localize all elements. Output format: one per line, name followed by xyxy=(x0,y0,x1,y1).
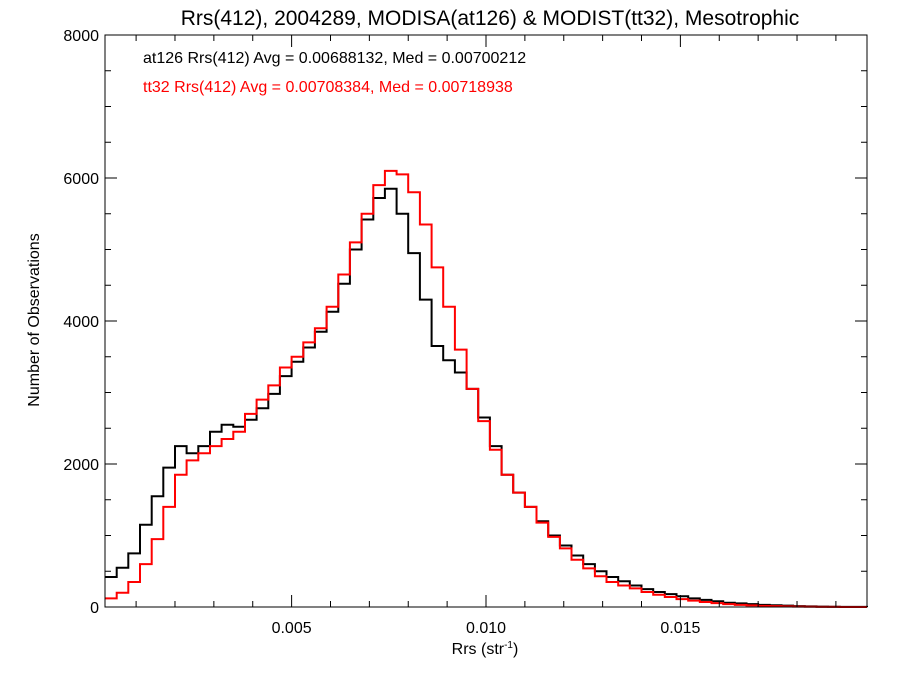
y-tick-label: 8000 xyxy=(63,28,99,45)
y-axis-label: Number of Observations xyxy=(26,233,43,406)
x-axis-label-close: ) xyxy=(513,641,518,658)
x-tick-label: 0.015 xyxy=(660,620,700,637)
y-tick-label: 2000 xyxy=(63,457,99,474)
y-tick-label: 0 xyxy=(90,600,99,617)
annotation-at126: at126 Rrs(412) Avg = 0.00688132, Med = 0… xyxy=(143,50,526,67)
x-axis-label-superscript: -1 xyxy=(504,640,513,651)
x-tick-label: 0.010 xyxy=(466,620,506,637)
series-line-at126 xyxy=(105,187,868,608)
x-tick-label: 0.005 xyxy=(272,620,312,637)
series-line-tt32 xyxy=(105,169,867,608)
x-axis-label: Rrs (str-1) xyxy=(452,640,519,658)
y-tick-label: 4000 xyxy=(63,314,99,331)
chart-title: Rrs(412), 2004289, MODISA(at126) & MODIS… xyxy=(181,7,800,30)
annotation-tt32: tt32 Rrs(412) Avg = 0.00708384, Med = 0.… xyxy=(143,79,513,96)
y-tick-label: 6000 xyxy=(63,171,99,188)
